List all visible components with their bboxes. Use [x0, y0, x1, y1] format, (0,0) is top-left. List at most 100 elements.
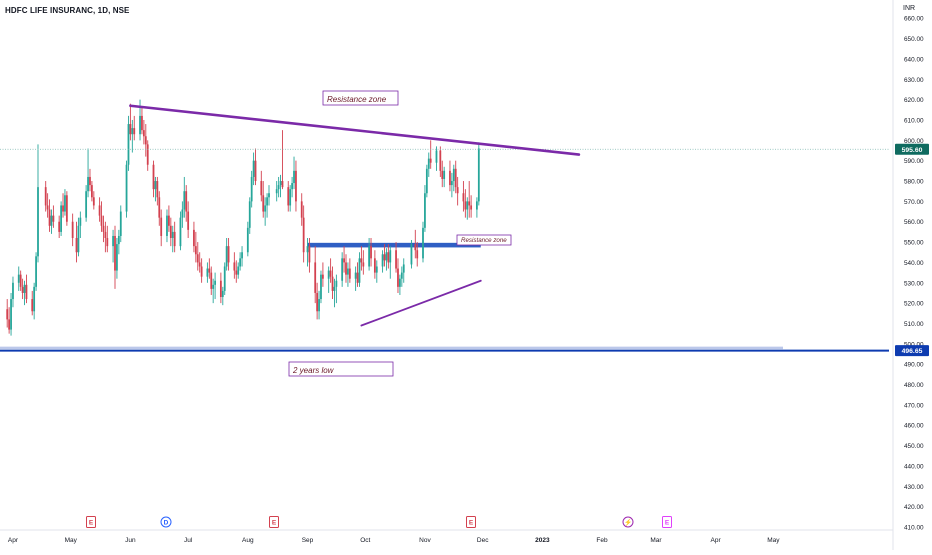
candle-body — [173, 231, 176, 247]
candle-body — [23, 284, 26, 293]
candle-body — [214, 280, 216, 285]
candle-body — [358, 258, 361, 283]
current-price-badge-bg — [895, 143, 929, 155]
candle-body — [327, 270, 330, 279]
candle-body — [102, 225, 105, 232]
price-tick-label: 470.00 — [904, 402, 924, 409]
candle-body — [225, 246, 228, 267]
candle-body — [200, 266, 203, 277]
candle-body — [477, 148, 480, 202]
candle-body — [196, 254, 199, 263]
candle-body — [112, 235, 114, 247]
candle-body — [322, 274, 324, 279]
two-year-low-label: 2 years low — [292, 366, 335, 375]
candle-body — [416, 250, 419, 259]
candle-body — [171, 231, 174, 239]
price-tick-label: 660.00 — [904, 16, 924, 23]
time-tick-label: Aug — [242, 537, 254, 544]
candle-body — [221, 290, 224, 298]
candle-body — [127, 124, 130, 165]
candle-body — [92, 197, 95, 206]
time-tick-label: Mar — [650, 537, 662, 544]
candle-body — [335, 280, 338, 287]
price-axis[interactable]: 660.00 650.00 640.00 630.00 620.00 610.00 600.… — [892, 0, 929, 550]
candle-body — [320, 274, 322, 300]
price-tick-label: 590.00 — [904, 158, 924, 165]
candle-body — [424, 193, 426, 228]
price-tick-label: 410.00 — [904, 524, 924, 531]
time-tick-label: Dec — [477, 537, 489, 544]
candle-body — [318, 299, 320, 312]
time-axis[interactable]: Apr May Jun Jul Aug Sep Oct Nov Dec 2023 Feb Mar Apr… — [0, 529, 893, 544]
time-tick-label: Jun — [125, 537, 136, 544]
candle-body — [208, 268, 211, 273]
candle-body — [295, 170, 297, 202]
earnings-event-icon — [466, 516, 476, 528]
time-tick-label: Apr — [711, 537, 722, 544]
price-tick-label: 550.00 — [904, 240, 924, 247]
annotations-layer: Resistance zone Resistance zone 2 years lo… — [288, 90, 512, 377]
earnings-event-icon — [86, 516, 96, 528]
price-tick-label: 490.00 — [904, 362, 924, 369]
candle-body — [166, 215, 168, 236]
price-tick-label: 430.00 — [904, 484, 924, 491]
candle-body — [31, 299, 34, 312]
candle-body — [329, 270, 332, 277]
candle-body — [198, 262, 201, 267]
candle-body — [362, 262, 365, 267]
candle-body — [464, 201, 467, 210]
candle-body — [381, 254, 384, 267]
candle-body — [275, 189, 278, 194]
candle-body — [119, 211, 122, 236]
candle-body — [241, 252, 243, 259]
candle-body — [168, 215, 170, 226]
candle-body — [291, 183, 293, 190]
candle-body — [410, 244, 413, 265]
candle-body — [281, 181, 284, 188]
time-tick-label: 2023 — [535, 537, 550, 544]
candle-body — [142, 130, 145, 137]
support-trendline — [360, 279, 482, 327]
price-tick-label: 510.00 — [904, 321, 924, 328]
candle-body — [206, 268, 209, 277]
price-tick-label: 570.00 — [904, 199, 924, 206]
candle-body — [331, 276, 334, 291]
low-price-badge-bg — [895, 345, 929, 357]
candle-body — [65, 195, 68, 222]
candle-body — [314, 262, 317, 293]
price-tick-label: 580.00 — [904, 179, 924, 186]
candle-body — [354, 272, 357, 279]
candle-body — [368, 246, 370, 267]
candle-body — [210, 272, 213, 289]
candle-body — [139, 115, 141, 135]
candle-body — [237, 266, 240, 275]
event-marker-label: D — [164, 520, 169, 527]
candle-body — [144, 136, 147, 145]
candle-body — [125, 164, 128, 212]
candle-body — [389, 250, 392, 263]
price-tick-label: 420.00 — [904, 504, 924, 511]
candle-body — [399, 278, 401, 287]
candle-body — [239, 258, 242, 267]
symbol-title: HDFC LIFE INSURANC, 1D, NSE — [5, 6, 130, 15]
candle-body — [146, 144, 149, 165]
split-event-icon — [622, 516, 634, 528]
candle-body — [141, 115, 143, 131]
candle-body — [79, 217, 82, 226]
candle-body — [400, 272, 403, 279]
candle-body — [21, 286, 24, 293]
candle-body — [156, 181, 159, 198]
candle-body — [435, 150, 438, 163]
candle-body — [287, 187, 290, 206]
resistance-trendline — [129, 104, 581, 156]
candle-body — [77, 225, 80, 253]
candle-body — [48, 209, 51, 226]
candle-body — [449, 170, 451, 186]
candle-body — [268, 193, 270, 198]
event-markers: E D E E ⚡ E — [86, 516, 672, 528]
time-tick-label: Feb — [596, 537, 608, 544]
candle-body — [375, 266, 378, 273]
